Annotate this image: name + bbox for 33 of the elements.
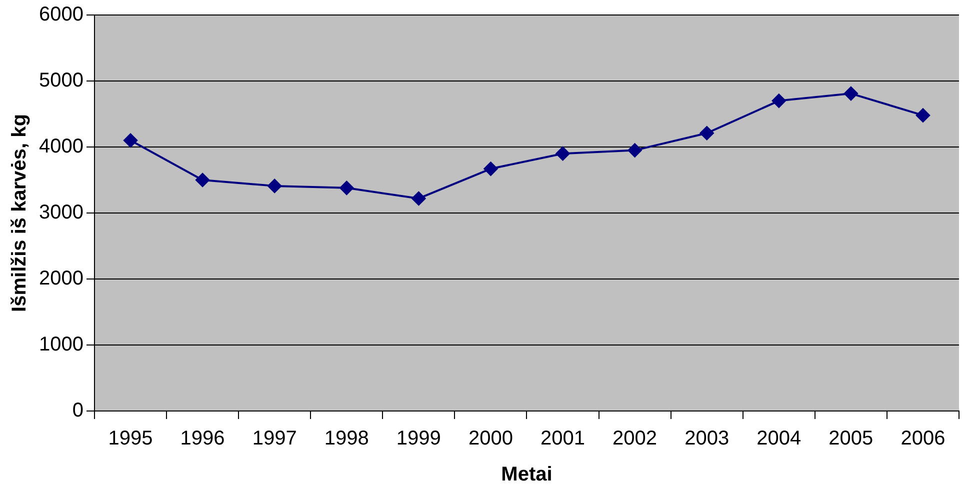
x-axis-title: Metai [501, 464, 552, 486]
point [844, 86, 858, 101]
x-tick-label: 1996 [180, 428, 225, 450]
point [412, 191, 426, 206]
y-axis-title: Išmilžis iš karvės, kg [8, 114, 31, 312]
x-tick-label: 1997 [252, 428, 297, 450]
point [196, 173, 210, 187]
y-tick-label: 3000 [38, 202, 84, 224]
y-tick-label: 0 [72, 400, 84, 422]
y-tick-label: 6000 [38, 4, 84, 26]
x-tick-label: 2004 [756, 428, 802, 450]
x-tick-label: 1998 [324, 428, 369, 450]
x-tick-label: 2002 [612, 428, 658, 450]
y-tick-label: 2000 [38, 268, 84, 290]
x-tick-label: 2005 [828, 428, 874, 450]
y-tick-label: 4000 [38, 136, 84, 158]
y-tick-label: 5000 [38, 70, 84, 92]
point [700, 126, 714, 140]
point [916, 108, 930, 122]
point [268, 178, 282, 193]
point [772, 94, 786, 108]
y-tick-label: 1000 [38, 334, 84, 356]
point [484, 162, 498, 176]
point [124, 133, 138, 148]
point [340, 180, 354, 195]
x-tick-label: 2006 [900, 428, 946, 450]
x-tick-label: 2003 [684, 428, 730, 450]
x-tick-label: 2000 [468, 428, 513, 450]
point [628, 143, 642, 158]
x-tick-label: 1999 [396, 428, 441, 450]
x-tick-label: 1995 [108, 428, 153, 450]
point [556, 146, 570, 161]
x-tick-label: 2001 [540, 428, 586, 450]
